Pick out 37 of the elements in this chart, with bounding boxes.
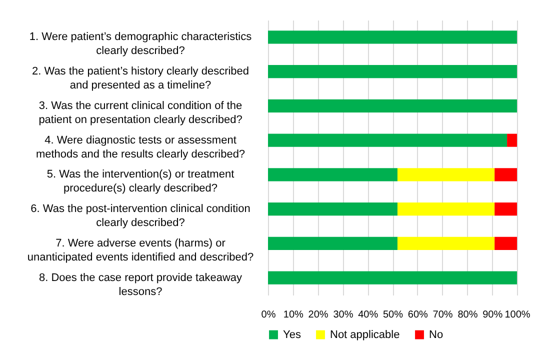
bar [268,134,508,147]
bar [397,202,495,216]
y-tick-label: 5. Was the intervention(s) or treatment procedure(s) clearly described? [46,168,234,195]
x-tick-label: 30% [333,310,354,320]
x-tick-label: 10% [283,310,304,320]
bar [268,202,398,216]
legend-label: No [429,328,444,341]
x-tick-label: 20% [308,310,328,320]
y-tick-label: 7. Were adverse events (harms) or unanticipated events identified and described? [27,237,254,264]
legend-label: Not applicable [330,328,400,341]
bar [268,168,398,182]
x-tick-label: 50% [382,310,404,320]
y-tick-label: 4. Were diagnostic tests or assessment methods and the results clearly described? [36,134,246,160]
bar [494,168,517,182]
bar [268,30,517,44]
x-tick-label: 0% [261,310,276,320]
y-tick-label: 1. Were patient’s demographic characteristics clearly described? [29,31,252,58]
bar [268,99,517,112]
bar [494,202,517,216]
y-tick-label: 8. Does the case report provide takeaway lessons? [38,272,242,298]
y-tick-label: 6. Was the post-intervention clinical condition clearly described? [30,203,250,230]
bar [268,271,517,284]
x-tick-label: 70% [432,310,453,320]
bar [494,236,517,250]
x-tick-label: 100% [504,310,530,320]
bar [397,168,495,182]
x-tick-label: 40% [358,310,378,320]
bar [268,236,398,250]
x-tick-label: 90% [482,310,503,320]
bar [397,236,495,250]
y-tick-label: 3. Was the current clinical condition of the patient on presentation clearly described? [38,100,242,126]
bar [268,65,517,78]
bar [507,134,517,147]
x-tick-label: 80% [458,310,478,320]
y-tick-label: 2. Was the patient’s history clearly described and presented as a timeline? [32,66,250,92]
x-tick-label: 60% [408,310,428,320]
legend-label: Yes [283,328,302,341]
